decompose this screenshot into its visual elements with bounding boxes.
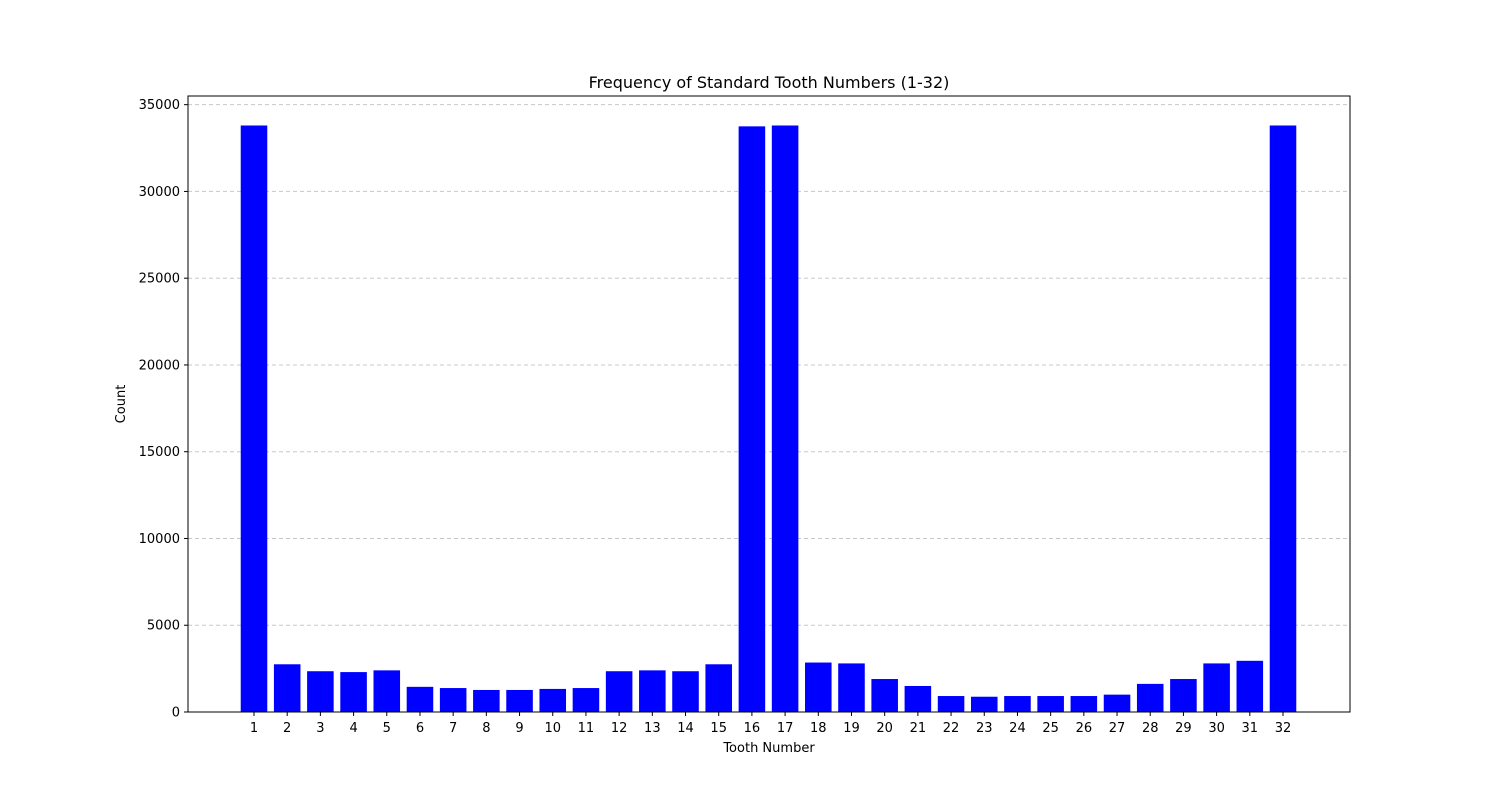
x-tick-label: 21 bbox=[910, 721, 927, 736]
bar-tooth-29 bbox=[1170, 679, 1197, 712]
bars bbox=[240, 125, 1297, 712]
bar-tooth-4 bbox=[340, 672, 367, 712]
y-tick-label: 20000 bbox=[139, 358, 180, 373]
x-tick-label: 11 bbox=[578, 721, 595, 736]
x-tick-label: 1 bbox=[250, 721, 258, 736]
bar-tooth-26 bbox=[1070, 696, 1098, 712]
bar-tooth-19 bbox=[838, 663, 865, 712]
x-tick-label: 6 bbox=[416, 721, 424, 736]
bar-tooth-16 bbox=[738, 126, 766, 712]
bar-tooth-15 bbox=[705, 664, 732, 712]
x-tick-label: 2 bbox=[283, 721, 291, 736]
bar-tooth-7 bbox=[439, 688, 467, 712]
x-tick-label: 17 bbox=[777, 721, 794, 736]
x-tick-label: 5 bbox=[383, 721, 391, 736]
x-tick-label: 9 bbox=[515, 721, 523, 736]
x-tick-label: 10 bbox=[544, 721, 561, 736]
x-tick-label: 23 bbox=[976, 721, 993, 736]
bar-tooth-28 bbox=[1136, 683, 1164, 712]
plot-frame bbox=[187, 95, 1351, 713]
x-axis-label: Tooth Number bbox=[722, 741, 815, 756]
y-tick-label: 5000 bbox=[147, 619, 180, 634]
bar-tooth-8 bbox=[473, 689, 500, 712]
x-tick-label: 4 bbox=[349, 721, 357, 736]
bar-tooth-22 bbox=[937, 696, 965, 712]
chart-title: Frequency of Standard Tooth Numbers (1-3… bbox=[589, 73, 950, 92]
x-tick-label: 12 bbox=[611, 721, 628, 736]
bar-tooth-23 bbox=[970, 696, 998, 712]
x-tick-label: 32 bbox=[1275, 721, 1292, 736]
bar-tooth-32 bbox=[1269, 125, 1297, 712]
x-tick-label: 19 bbox=[843, 721, 860, 736]
y-tick-label: 0 bbox=[172, 706, 180, 721]
x-tick-label: 15 bbox=[710, 721, 727, 736]
bar-tooth-14 bbox=[672, 671, 699, 712]
bar-tooth-1 bbox=[240, 125, 268, 712]
bar-tooth-20 bbox=[871, 679, 898, 712]
y-tick-label: 25000 bbox=[139, 272, 180, 287]
bar-tooth-27 bbox=[1103, 694, 1131, 712]
bar-tooth-21 bbox=[904, 685, 932, 712]
x-tick-label: 26 bbox=[1076, 721, 1093, 736]
x-tick-label: 14 bbox=[677, 721, 694, 736]
bar-tooth-31 bbox=[1236, 660, 1264, 712]
x-tick-label: 18 bbox=[810, 721, 827, 736]
y-axis-label: Count bbox=[114, 385, 129, 424]
bar-tooth-30 bbox=[1203, 663, 1230, 712]
grid-lines bbox=[188, 104, 1350, 713]
bar-tooth-17 bbox=[771, 125, 799, 712]
x-tick-label: 7 bbox=[449, 721, 457, 736]
x-tick-label: 16 bbox=[744, 721, 761, 736]
bar-tooth-9 bbox=[506, 689, 533, 712]
x-tick-label: 30 bbox=[1208, 721, 1225, 736]
y-tick-label: 30000 bbox=[139, 185, 180, 200]
bar-tooth-5 bbox=[373, 670, 401, 712]
x-axis-ticks: 1 2 3 4 5 6 7 8 9 10 11 12 13 14 15 16 17 18 19 20 21 22 23 24 2… bbox=[250, 712, 1291, 736]
x-tick-label: 3 bbox=[316, 721, 324, 736]
x-tick-label: 29 bbox=[1175, 721, 1192, 736]
y-tick-label: 35000 bbox=[139, 98, 180, 113]
bar-tooth-18 bbox=[805, 662, 832, 712]
x-tick-label: 27 bbox=[1109, 721, 1126, 736]
x-tick-label: 31 bbox=[1242, 721, 1259, 736]
x-tick-label: 13 bbox=[644, 721, 661, 736]
x-tick-label: 8 bbox=[482, 721, 490, 736]
x-tick-label: 24 bbox=[1009, 721, 1026, 736]
bar-tooth-2 bbox=[273, 664, 301, 712]
bar-tooth-10 bbox=[539, 688, 567, 712]
y-axis-ticks: 0 5000 10000 15000 20000 25000 30000 35000 bbox=[139, 98, 188, 721]
y-tick-label: 15000 bbox=[139, 445, 180, 460]
x-tick-label: 22 bbox=[943, 721, 960, 736]
bar-tooth-3 bbox=[307, 671, 334, 712]
bar-tooth-12 bbox=[605, 671, 633, 712]
bar-tooth-13 bbox=[639, 670, 666, 712]
bar-tooth-24 bbox=[1004, 696, 1031, 712]
y-tick-label: 10000 bbox=[139, 532, 180, 547]
x-tick-label: 20 bbox=[876, 721, 893, 736]
x-tick-label: 25 bbox=[1042, 721, 1059, 736]
bar-tooth-6 bbox=[406, 686, 434, 712]
x-tick-label: 28 bbox=[1142, 721, 1159, 736]
bar-tooth-11 bbox=[572, 688, 600, 712]
bar-tooth-25 bbox=[1037, 696, 1064, 712]
